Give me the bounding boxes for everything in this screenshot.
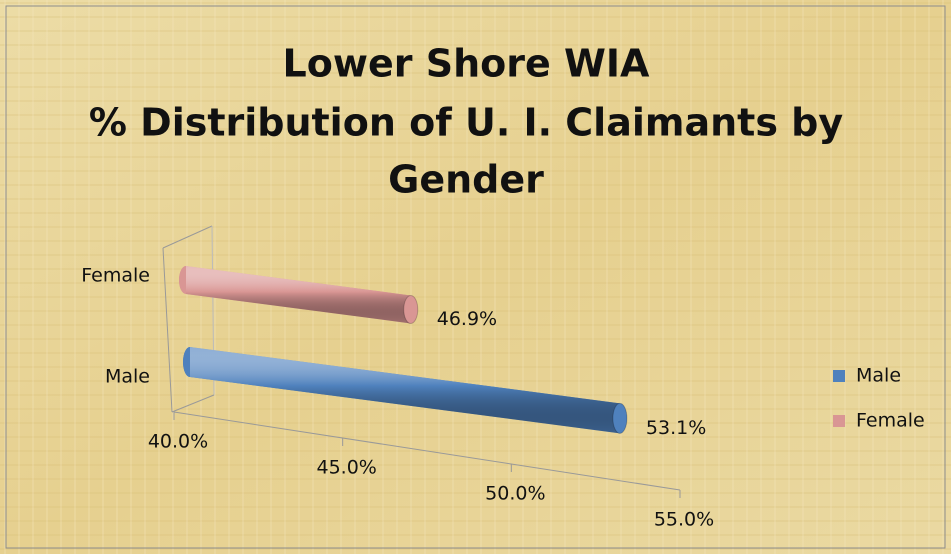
x-axis <box>173 411 681 491</box>
back-wall-edge <box>162 247 173 413</box>
legend-swatch <box>833 370 845 382</box>
bar-cap <box>612 402 628 434</box>
bar-shade <box>190 347 620 434</box>
back-wall-edge <box>162 225 213 249</box>
y-tick-label: Female <box>81 265 150 287</box>
bar-shade <box>186 266 411 324</box>
x-tick-label: 55.0% <box>654 509 714 531</box>
x-tick-label: 50.0% <box>485 483 545 505</box>
x-tick-label: 45.0% <box>316 457 376 479</box>
chart-title: % Distribution of U. I. Claimants by <box>89 101 844 145</box>
value-label: 46.9% <box>437 308 497 330</box>
floor-edge <box>171 394 215 413</box>
chart-title: Gender <box>388 158 544 202</box>
x-tick-label: 40.0% <box>148 431 208 453</box>
value-label: 53.1% <box>646 417 706 439</box>
frame <box>5 5 946 549</box>
legend-swatch <box>833 415 845 427</box>
chart-title: Lower Shore WIA <box>283 42 650 86</box>
legend-label: Male <box>856 365 901 387</box>
legend-label: Female <box>856 410 925 432</box>
y-tick-label: Male <box>105 366 150 388</box>
bar-cap <box>403 294 419 324</box>
